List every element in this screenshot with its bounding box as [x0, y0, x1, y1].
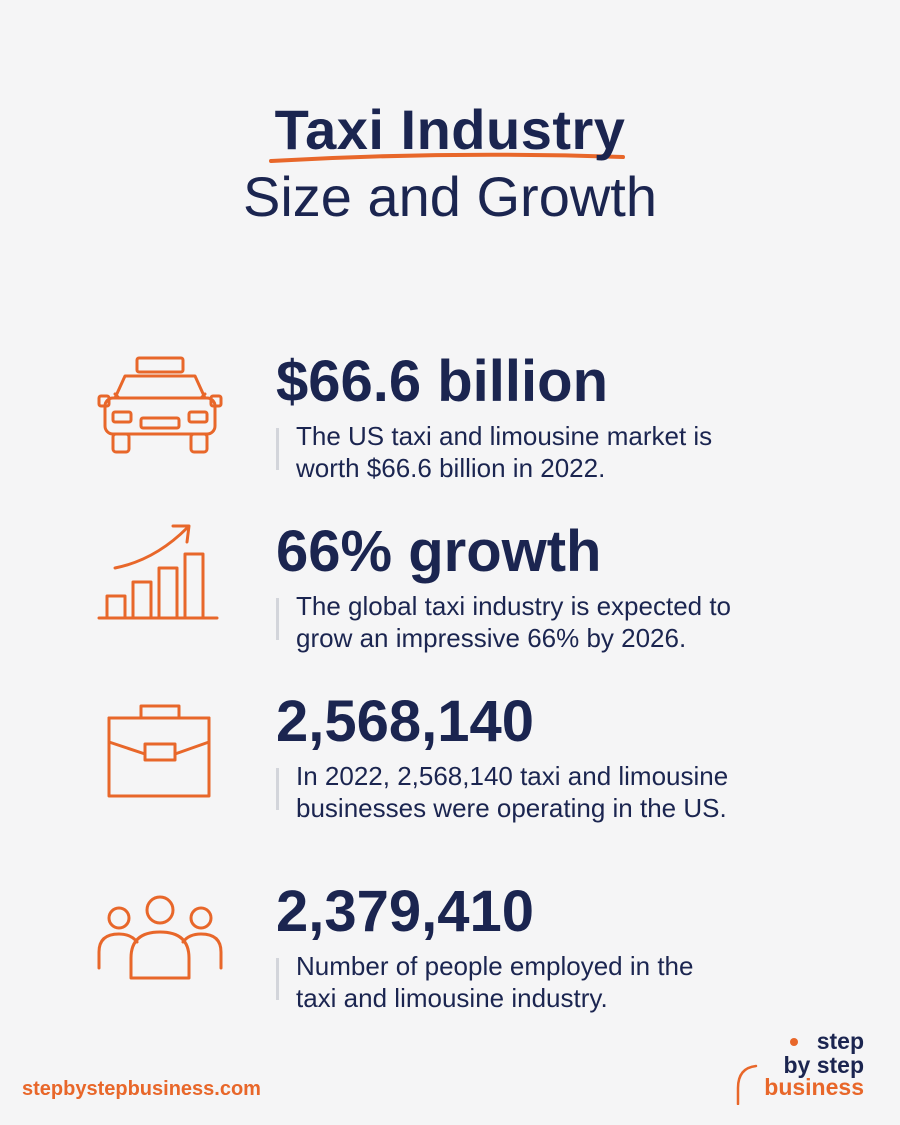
stat-value: 2,379,410 — [276, 879, 535, 944]
stat-employment: 2,379,410 Number of people employed in t… — [0, 880, 900, 1030]
stat-description-line: worth $66.6 billion in 2022. — [296, 453, 606, 483]
stat-description: Number of people employed in the taxi an… — [296, 950, 856, 1014]
stat-description: The global taxi industry is expected to … — [296, 590, 856, 654]
stat-description-line: businesses were operating in the US. — [296, 793, 727, 823]
stat-description-line: taxi and limousine industry. — [296, 983, 608, 1013]
stat-value: 2,568,140 — [276, 689, 535, 754]
stat-description-line: grow an impressive 66% by 2026. — [296, 623, 687, 653]
growth-chart-icon — [97, 524, 219, 620]
logo-text-line: business — [764, 1074, 864, 1100]
stat-divider — [276, 958, 279, 1000]
brand-logo: step by step business — [734, 1030, 884, 1110]
people-group-icon — [97, 895, 223, 980]
stat-businesses: 2,568,140 In 2022, 2,568,140 taxi and li… — [0, 690, 900, 840]
title-block: Taxi Industry Size and Growth — [0, 95, 900, 229]
stat-market-size: $66.6 billion The US taxi and limousine … — [0, 350, 900, 500]
page-title-wrap: Taxi Industry — [268, 95, 626, 165]
stat-divider — [276, 768, 279, 810]
stat-growth: 66% growth The global taxi industry is e… — [0, 520, 900, 670]
stat-value: $66.6 billion — [276, 349, 608, 414]
logo-arc-icon — [736, 1064, 758, 1105]
logo-dot — [790, 1038, 798, 1046]
stat-description-line: The US taxi and limousine market is — [296, 421, 713, 451]
stat-divider — [276, 428, 279, 470]
taxi-icon — [97, 356, 223, 454]
stat-value: 66% growth — [276, 519, 602, 584]
logo-text-line: step — [816, 1028, 864, 1054]
title-underline — [268, 152, 625, 163]
footer-url[interactable]: stepbystepbusiness.com — [22, 1078, 261, 1100]
stat-description-line: Number of people employed in the — [296, 951, 694, 981]
briefcase-icon — [107, 704, 211, 798]
page-title: Taxi Industry — [274, 98, 626, 161]
stat-description-line: The global taxi industry is expected to — [296, 591, 732, 621]
stat-description: In 2022, 2,568,140 taxi and limousine bu… — [296, 760, 856, 824]
logo-text-line: by step — [783, 1052, 864, 1078]
stat-description: The US taxi and limousine market is wort… — [296, 420, 856, 484]
stat-divider — [276, 598, 279, 640]
page-subtitle: Size and Growth — [243, 165, 657, 228]
stat-description-line: In 2022, 2,568,140 taxi and limousine — [296, 761, 729, 791]
